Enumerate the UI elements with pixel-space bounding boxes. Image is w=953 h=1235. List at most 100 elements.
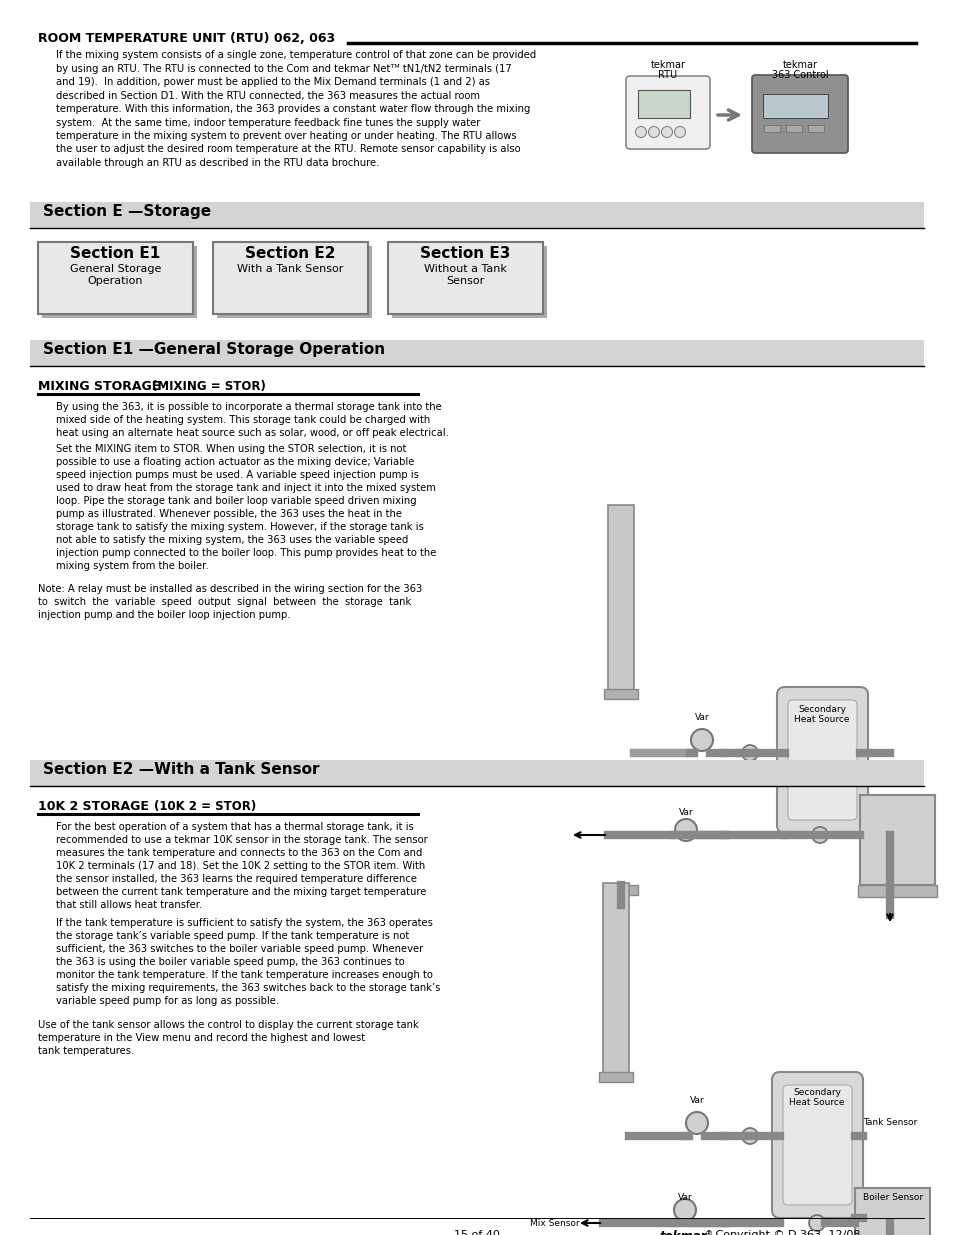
Circle shape xyxy=(660,126,672,137)
Circle shape xyxy=(635,126,646,137)
Circle shape xyxy=(675,819,697,841)
Text: Secondary: Secondary xyxy=(797,705,845,714)
Text: tekmar: tekmar xyxy=(659,1230,706,1235)
Text: recommended to use a tekmar 10K sensor in the storage tank. The sensor: recommended to use a tekmar 10K sensor i… xyxy=(56,835,427,845)
Text: By using the 363, it is possible to incorporate a thermal storage tank into the: By using the 363, it is possible to inco… xyxy=(56,403,441,412)
Text: tekmar: tekmar xyxy=(781,61,817,70)
Text: described in Section D1. With the RTU connected, the 363 measures the actual roo: described in Section D1. With the RTU co… xyxy=(56,90,479,100)
Bar xyxy=(763,125,780,132)
Bar xyxy=(807,125,823,132)
Circle shape xyxy=(808,1215,824,1231)
Text: Section E1 —General Storage Operation: Section E1 —General Storage Operation xyxy=(43,342,385,357)
Bar xyxy=(392,246,546,317)
Text: Copyright © D 363 -12/08: Copyright © D 363 -12/08 xyxy=(711,1230,860,1235)
FancyBboxPatch shape xyxy=(787,700,856,820)
Text: between the current tank temperature and the mixing target temperature: between the current tank temperature and… xyxy=(56,887,426,897)
Text: to  switch  the  variable  speed  output  signal  between  the  storage  tank: to switch the variable speed output sign… xyxy=(38,597,411,606)
Text: possible to use a floating action actuator as the mixing device; Variable: possible to use a floating action actuat… xyxy=(56,457,414,467)
FancyBboxPatch shape xyxy=(782,1086,851,1205)
Bar xyxy=(30,340,923,366)
Circle shape xyxy=(685,1112,707,1134)
Text: 10K 2 STORAGE: 10K 2 STORAGE xyxy=(38,800,153,813)
Circle shape xyxy=(741,745,758,761)
Text: temperature in the View menu and record the highest and lowest: temperature in the View menu and record … xyxy=(38,1032,365,1044)
Text: used to draw heat from the storage tank and inject it into the mixed system: used to draw heat from the storage tank … xyxy=(56,483,436,493)
Text: that still allows heat transfer.: that still allows heat transfer. xyxy=(56,900,202,910)
Text: General Storage
Operation: General Storage Operation xyxy=(70,264,161,285)
Bar xyxy=(603,689,638,699)
Bar xyxy=(216,246,372,317)
Bar xyxy=(30,203,923,228)
Text: injection pump and the boiler loop injection pump.: injection pump and the boiler loop injec… xyxy=(38,610,291,620)
Text: injection pump connected to the boiler loop. This pump provides heat to the: injection pump connected to the boiler l… xyxy=(56,548,436,558)
Bar xyxy=(213,242,368,314)
Text: tekmar: tekmar xyxy=(650,61,685,70)
FancyBboxPatch shape xyxy=(771,1072,862,1218)
Text: Note: A relay must be installed as described in the wiring section for the 363: Note: A relay must be installed as descr… xyxy=(38,584,422,594)
Text: monitor the tank temperature. If the tank temperature increases enough to: monitor the tank temperature. If the tan… xyxy=(56,969,433,981)
FancyBboxPatch shape xyxy=(751,75,847,153)
Text: MIXING STORAGE: MIXING STORAGE xyxy=(38,380,165,393)
Text: Section E1: Section E1 xyxy=(71,246,160,261)
Text: loop. Pipe the storage tank and boiler loop variable speed driven mixing: loop. Pipe the storage tank and boiler l… xyxy=(56,496,416,506)
Text: temperature in the mixing system to prevent over heating or under heating. The R: temperature in the mixing system to prev… xyxy=(56,131,517,141)
Text: tank temperatures.: tank temperatures. xyxy=(38,1046,134,1056)
Bar xyxy=(785,125,801,132)
Circle shape xyxy=(811,827,827,844)
Text: Var: Var xyxy=(689,1095,703,1105)
Circle shape xyxy=(741,1128,758,1144)
Text: satisfy the mixing requirements, the 363 switches back to the storage tank’s: satisfy the mixing requirements, the 363… xyxy=(56,983,440,993)
Text: mixed side of the heating system. This storage tank could be charged with: mixed side of the heating system. This s… xyxy=(56,415,430,425)
Bar xyxy=(762,94,827,119)
FancyBboxPatch shape xyxy=(776,687,867,832)
Text: Section E —Storage: Section E —Storage xyxy=(43,204,211,219)
Bar xyxy=(857,885,936,897)
Text: Section E3: Section E3 xyxy=(420,246,510,261)
Bar xyxy=(602,883,628,1078)
Bar xyxy=(38,242,193,314)
Text: Mix Sensor: Mix Sensor xyxy=(530,1219,579,1228)
Text: 363 Control: 363 Control xyxy=(771,70,827,80)
Text: the 363 is using the boiler variable speed pump, the 363 continues to: the 363 is using the boiler variable spe… xyxy=(56,957,404,967)
Text: the storage tank’s variable speed pump. If the tank temperature is not: the storage tank’s variable speed pump. … xyxy=(56,931,409,941)
Text: (10K 2 = STOR): (10K 2 = STOR) xyxy=(153,800,256,813)
Text: sufficient, the 363 switches to the boiler variable speed pump. Whenever: sufficient, the 363 switches to the boil… xyxy=(56,944,423,953)
Text: Use of the tank sensor allows the control to display the current storage tank: Use of the tank sensor allows the contro… xyxy=(38,1020,418,1030)
Bar xyxy=(638,90,689,119)
Bar xyxy=(854,1188,929,1235)
Text: the sensor installed, the 363 learns the required temperature difference: the sensor installed, the 363 learns the… xyxy=(56,874,416,884)
Text: available through an RTU as described in the RTU data brochure.: available through an RTU as described in… xyxy=(56,158,379,168)
Text: Set the MIXING item to STOR. When using the STOR selection, it is not: Set the MIXING item to STOR. When using … xyxy=(56,445,406,454)
Text: storage tank to satisfy the mixing system. However, if the storage tank is: storage tank to satisfy the mixing syste… xyxy=(56,522,423,532)
Bar xyxy=(598,1072,633,1082)
Text: 10K 2 terminals (17 and 18). Set the 10K 2 setting to the STOR item. With: 10K 2 terminals (17 and 18). Set the 10K… xyxy=(56,861,425,871)
Circle shape xyxy=(648,126,659,137)
Text: temperature. With this information, the 363 provides a constant water flow throu: temperature. With this information, the … xyxy=(56,104,530,114)
Text: variable speed pump for as long as possible.: variable speed pump for as long as possi… xyxy=(56,995,279,1007)
Bar xyxy=(42,246,196,317)
Bar xyxy=(859,795,934,885)
Text: Var: Var xyxy=(677,1193,692,1202)
Text: not able to satisfy the mixing system, the 363 uses the variable speed: not able to satisfy the mixing system, t… xyxy=(56,535,408,545)
Text: Tank Sensor: Tank Sensor xyxy=(862,1118,916,1128)
Text: 15 of 40: 15 of 40 xyxy=(454,1230,499,1235)
Text: ROOM TEMPERATURE UNIT (RTU) 062, 063: ROOM TEMPERATURE UNIT (RTU) 062, 063 xyxy=(38,32,335,44)
Bar xyxy=(30,760,923,785)
Text: With a Tank Sensor: With a Tank Sensor xyxy=(237,264,343,274)
Text: by using an RTU. The RTU is connected to the Com and tekmar Netᵀᴹ tN1/tN2 termin: by using an RTU. The RTU is connected to… xyxy=(56,63,511,74)
Text: Var: Var xyxy=(694,713,709,722)
Bar xyxy=(388,242,542,314)
Text: (MIXING = STOR): (MIXING = STOR) xyxy=(152,380,266,393)
Text: Heat Source: Heat Source xyxy=(788,1098,843,1107)
Text: the user to adjust the desired room temperature at the RTU. Remote sensor capabi: the user to adjust the desired room temp… xyxy=(56,144,520,154)
Text: ®: ® xyxy=(704,1230,713,1235)
Text: pump as illustrated. Whenever possible, the 363 uses the heat in the: pump as illustrated. Whenever possible, … xyxy=(56,509,401,519)
Text: heat using an alternate heat source such as solar, wood, or off peak electrical.: heat using an alternate heat source such… xyxy=(56,429,449,438)
Circle shape xyxy=(690,729,712,751)
Text: Section E2: Section E2 xyxy=(245,246,335,261)
Text: system.  At the same time, indoor temperature feedback fine tunes the supply wat: system. At the same time, indoor tempera… xyxy=(56,117,480,127)
Circle shape xyxy=(673,1199,696,1221)
Text: measures the tank temperature and connects to the 363 on the Com and: measures the tank temperature and connec… xyxy=(56,848,422,858)
Text: Boiler Sensor: Boiler Sensor xyxy=(862,1193,923,1202)
Text: RTU: RTU xyxy=(658,70,677,80)
